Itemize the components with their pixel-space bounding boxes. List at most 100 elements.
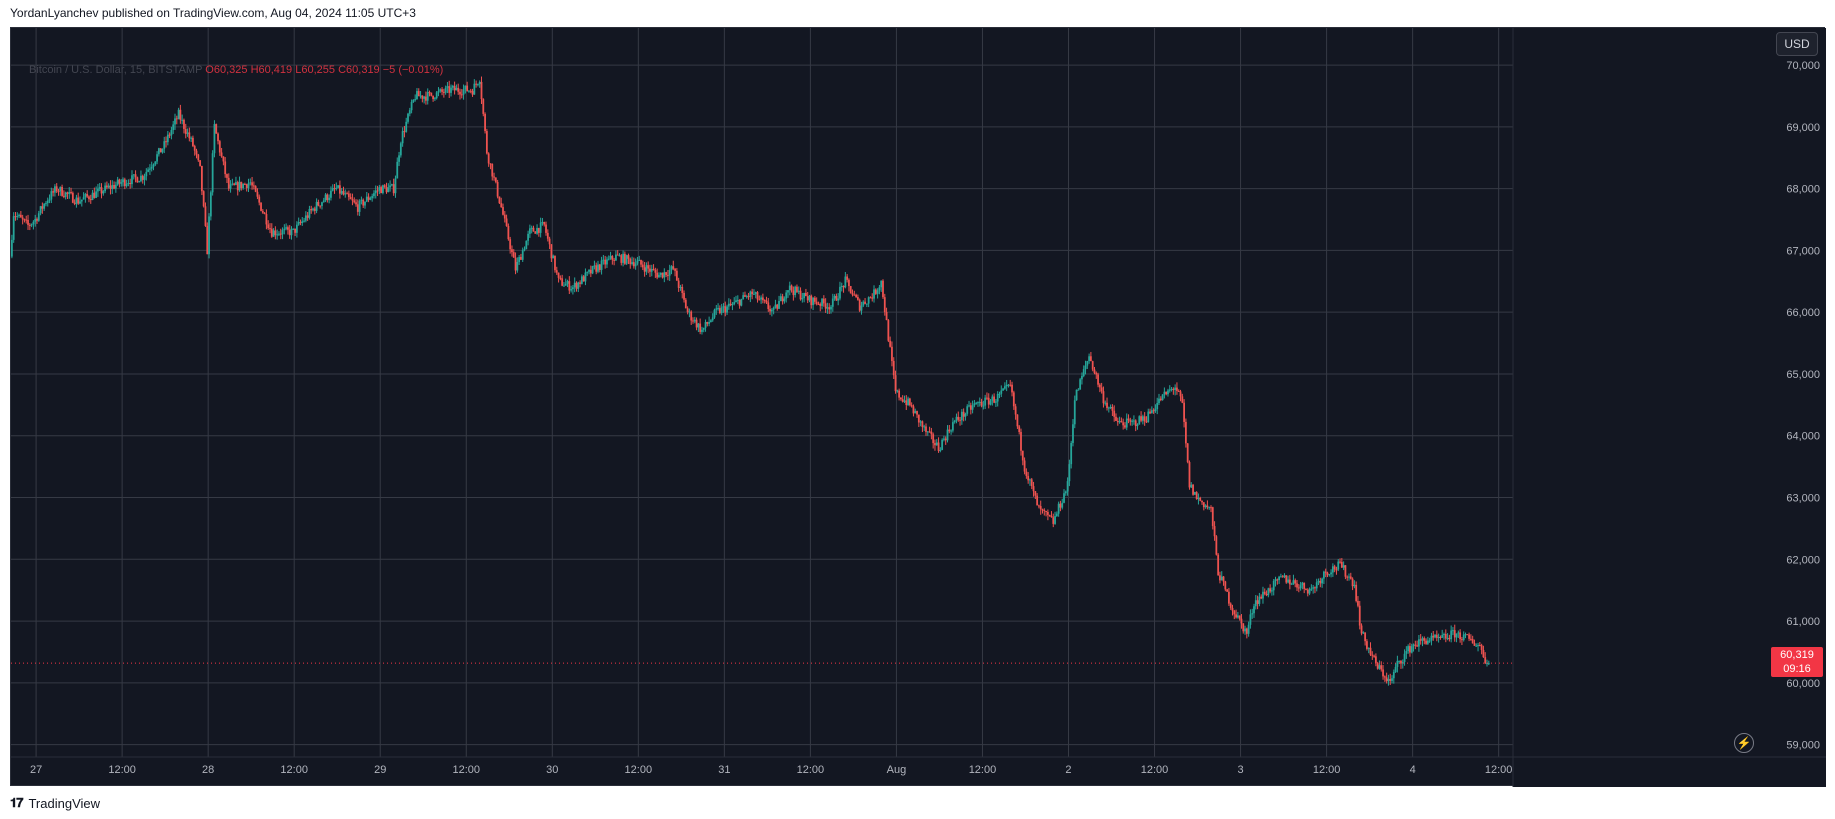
candle-body	[154, 161, 157, 165]
candle-body	[145, 171, 148, 177]
chart-panel[interactable]: 59,000 60,000 61,000 62,000 63,000 64,000 65,0…	[10, 27, 1826, 787]
candle-body	[1122, 422, 1125, 426]
x-tick-label: 12:00	[452, 764, 480, 776]
candle-body	[805, 292, 807, 297]
candle-body	[960, 411, 963, 421]
candle-body	[410, 101, 413, 111]
symbol-legend: Bitcoin / U.S. Dollar, 15, BITSTAMP O60,…	[29, 64, 443, 76]
candle-body	[346, 193, 348, 195]
candle-body	[1222, 576, 1225, 582]
candle-body	[218, 141, 221, 153]
candle-body	[419, 95, 422, 97]
candle-body	[1208, 507, 1211, 509]
candle-body	[430, 92, 433, 96]
candle-body	[283, 228, 286, 231]
candle-body	[285, 227, 288, 229]
candle-body	[451, 85, 454, 88]
candle-body	[756, 292, 759, 300]
candle-body	[1299, 585, 1302, 589]
candle-body	[846, 276, 849, 280]
candle-body	[891, 346, 893, 361]
candle-body	[1073, 400, 1076, 425]
candle-body	[71, 192, 74, 203]
candle-body	[803, 292, 806, 299]
candle-body	[192, 137, 194, 147]
candle-body	[862, 301, 865, 306]
candle-body	[785, 292, 788, 299]
candle-body	[1149, 411, 1151, 414]
candle-body	[865, 303, 868, 305]
candle-body	[460, 94, 463, 96]
candle-body	[1443, 633, 1445, 635]
candle-body	[1355, 584, 1358, 601]
lightning-icon[interactable]: ⚡	[1734, 733, 1754, 753]
candle-body	[1165, 391, 1168, 395]
candle-body	[1475, 645, 1478, 647]
candle-body	[244, 183, 246, 185]
candle-body	[1184, 421, 1187, 444]
candlestick-chart[interactable]: 59,000 60,000 61,000 62,000 63,000 64,000 65,0…	[11, 28, 1826, 787]
candle-body	[727, 303, 730, 307]
candle-body	[1367, 647, 1370, 649]
candle-body	[1446, 637, 1449, 639]
x-tick-label: 31	[718, 764, 730, 776]
candle-body	[1021, 450, 1024, 461]
candle-body	[1285, 575, 1288, 583]
candle-body	[502, 207, 504, 215]
candle-body	[946, 429, 949, 441]
candle-body	[1043, 509, 1046, 511]
candle-body	[423, 96, 426, 99]
candle-body	[776, 304, 779, 309]
candle-body	[1409, 646, 1411, 653]
grid-lines	[11, 28, 1513, 757]
candle-body	[663, 272, 666, 278]
candle-body	[955, 416, 958, 421]
candle-body	[1106, 402, 1108, 409]
candle-body	[991, 396, 994, 401]
candle-body	[242, 183, 245, 189]
candle-body	[1294, 580, 1297, 584]
candle-body	[941, 439, 944, 450]
candle-body	[1272, 580, 1275, 591]
candle-body	[1186, 443, 1189, 463]
candle-body	[930, 431, 933, 435]
candle-body	[1124, 425, 1126, 428]
candle-body	[514, 257, 517, 271]
candle-body	[45, 203, 47, 205]
candle-body	[149, 168, 151, 170]
candle-body	[928, 431, 931, 433]
candle-body	[398, 155, 400, 162]
candle-body	[1362, 632, 1365, 634]
candle-body	[1029, 479, 1031, 481]
candle-body	[672, 266, 675, 269]
candle-body	[573, 282, 576, 288]
candle-body	[788, 285, 791, 291]
x-tick-label: 2	[1065, 764, 1071, 776]
candle-body	[892, 360, 895, 376]
candle-body	[403, 131, 406, 133]
candle-body	[826, 307, 829, 309]
candle-body	[1238, 615, 1241, 619]
candle-body	[934, 443, 936, 446]
candle-body	[70, 192, 72, 194]
candle-body	[140, 175, 142, 182]
candle-body	[16, 216, 19, 218]
candle-body	[794, 286, 797, 296]
candle-body	[839, 286, 841, 299]
candle-body	[254, 186, 257, 192]
candle-body	[27, 219, 29, 225]
x-tick-label: Aug	[887, 764, 907, 776]
candle-body	[1156, 403, 1159, 410]
currency-button[interactable]: USD	[1776, 32, 1818, 56]
candle-body	[1468, 634, 1470, 639]
candle-body	[1366, 641, 1368, 649]
candle-body	[772, 307, 775, 310]
candle-body	[643, 267, 646, 272]
candle-body	[312, 208, 314, 211]
candle-body	[774, 304, 777, 308]
candle-body	[1444, 633, 1447, 639]
candle-body	[830, 306, 832, 310]
candle-body	[650, 268, 653, 272]
candle-body	[1193, 492, 1196, 495]
candle-body	[1452, 630, 1454, 632]
